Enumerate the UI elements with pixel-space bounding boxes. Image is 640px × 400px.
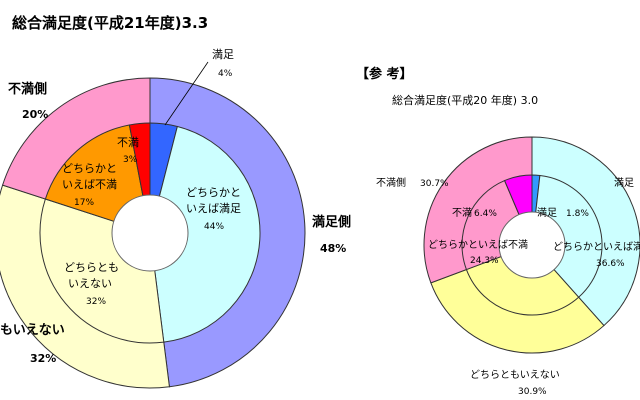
chart2-outer-label-neutral: どちらともいえない: [470, 369, 560, 381]
chart2-inner-label-satisfied: 満足: [537, 207, 557, 219]
chart2-outer-value-neutral: 30.9%: [518, 387, 547, 397]
chart2-outer-value-dissatisfied: 30.7%: [420, 179, 449, 189]
chart2-inner-value-rather-dissatisfied: 24.3%: [470, 256, 499, 266]
chart2-inner-value-dissatisfied: 6.4%: [474, 209, 497, 219]
chart2-inner-value-rather-satisfied: 36.6%: [596, 259, 625, 269]
chart1-title: 総合満足度(平成21年度)3.3: [12, 14, 208, 32]
chart2-inner-value-satisfied: 1.8%: [566, 209, 589, 219]
chart1-center-hole: [111, 194, 189, 272]
chart1-inner-value-satisfied: 4%: [218, 69, 233, 79]
chart1-outer-value-dissatisfied: 20%: [22, 108, 48, 121]
chart1-outer-label-neutral: もいえない: [0, 323, 65, 338]
chart2-inner-label-rather-dissatisfied: どちらかといえば不満: [428, 239, 528, 251]
chart1-inner-label-neutral-l2: いえない: [68, 277, 112, 290]
chart2-inner-label-dissatisfied: 不満: [452, 207, 472, 219]
chart1-inner-label-rather-dissatisfied-l1: どちらかと: [62, 162, 117, 175]
chart1-outer-label-satisfied: 満足側: [312, 214, 351, 230]
chart1-inner-label-satisfied: 満足: [212, 48, 234, 61]
chart1-inner-value-neutral: 32%: [86, 297, 106, 307]
chart1-leader-line: [164, 61, 209, 126]
chart1-inner-label-dissatisfied: 不満: [117, 136, 139, 149]
chart2-inner-slice-1: [531, 174, 603, 298]
chart1-inner-value-rather-satisfied: 44%: [204, 222, 224, 232]
chart1-inner-slice-1: [149, 125, 261, 343]
chart2-inner-ring: [461, 174, 603, 316]
chart1-outer-value-satisfied: 48%: [320, 242, 346, 255]
chart2-title: 総合満足度(平成20 年度) 3.0: [392, 93, 538, 107]
chart1-outer-label-dissatisfied: 不満側: [8, 81, 47, 97]
chart1-inner-value-rather-dissatisfied: 17%: [74, 198, 94, 208]
chart1-inner-value-dissatisfied: 3%: [123, 155, 138, 165]
chart2-inner-slice-2: [465, 244, 580, 316]
chart2-header: 【参 考】: [356, 66, 413, 82]
chart1-inner-label-rather-satisfied-l1: どちらかと: [186, 186, 241, 199]
chart2-center-hole: [498, 211, 566, 279]
chart1-outer-value-neutral: 32%: [30, 352, 56, 365]
chart2-outer-label-satisfied: 満足: [614, 177, 634, 189]
chart1-inner-label-neutral-l1: どちらとも: [64, 261, 119, 274]
chart1-inner-label-rather-dissatisfied-l2: いえば不満: [62, 178, 117, 191]
chart1-inner-label-rather-satisfied-l2: いえば満足: [186, 202, 241, 215]
chart2-outer-label-dissatisfied: 不満側: [376, 176, 406, 189]
